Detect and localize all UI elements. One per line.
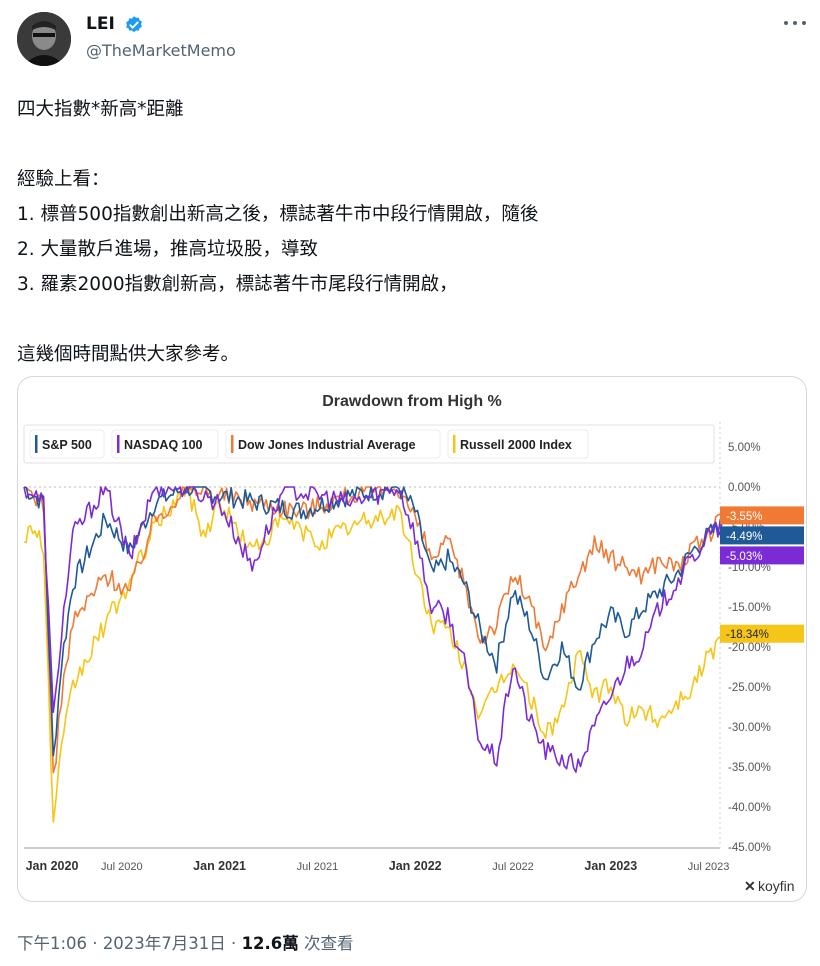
legend-label: NASDAQ 100	[124, 438, 203, 452]
end-value-tag	[720, 526, 804, 545]
y-tick-label: 0.00%	[728, 482, 761, 494]
view-count-label: 次查看	[298, 934, 354, 953]
legend-swatch	[453, 435, 456, 453]
tweet-line: 經驗上看：	[17, 169, 110, 190]
series-line	[23, 486, 726, 823]
y-tick-label: -45.00%	[728, 842, 771, 854]
end-value-label: -3.55%	[726, 511, 762, 523]
y-tick-label: -30.00%	[728, 722, 771, 734]
series-line	[23, 486, 726, 773]
chart-image-card[interactable]: Drawdown from High % 5.00%0.00%-5.00%-10…	[17, 376, 807, 902]
tweet-date[interactable]: 2023年7月31日	[102, 934, 226, 953]
x-tick-label: Jul 2023	[688, 861, 730, 873]
legend-swatch	[117, 435, 120, 453]
series-line	[23, 486, 726, 774]
legend-label: Russell 2000 Index	[460, 438, 572, 452]
y-tick-label: -15.00%	[728, 602, 771, 614]
legend-item[interactable]	[447, 429, 589, 459]
author-name[interactable]: LEI	[86, 14, 115, 34]
end-value-label: -4.49%	[726, 531, 762, 543]
end-value-tag	[720, 546, 804, 565]
drawdown-chart: Drawdown from High % 5.00%0.00%-5.00%-10…	[23, 393, 804, 894]
tweet-line: 四大指數*新高*距離	[17, 99, 184, 120]
y-tick-label: 5.00%	[728, 442, 761, 454]
x-tick-label: Jan 2023	[584, 859, 637, 873]
end-value-label: -18.34%	[726, 629, 769, 641]
author-handle[interactable]: @TheMarketMemo	[86, 41, 236, 60]
y-tick-label: -25.00%	[728, 682, 771, 694]
more-options-icon[interactable]	[782, 16, 808, 30]
tweet-text: 四大指數*新高*距離 經驗上看： 1. 標普500指數創出新高之後，標誌著牛市中…	[17, 92, 797, 372]
legend-item[interactable]	[111, 429, 219, 459]
x-tick-label: Jul 2020	[101, 861, 143, 873]
legend-label: Dow Jones Industrial Average	[238, 438, 416, 452]
y-tick-label: -35.00%	[728, 762, 771, 774]
x-tick-label: Jan 2021	[193, 859, 246, 873]
avatar[interactable]	[17, 12, 71, 66]
koyfin-wordmark: koyfin	[758, 878, 795, 894]
y-tick-label: -40.00%	[728, 802, 771, 814]
series-line	[23, 486, 726, 757]
tweet-line	[17, 127, 797, 162]
koyfin-mark-icon: ✕	[744, 878, 756, 894]
meta-separator: ·	[87, 934, 103, 953]
y-tick-label: -20.00%	[728, 642, 771, 654]
tweet-meta: 下午1:06 · 2023年7月31日 · 12.6萬 次查看	[17, 930, 354, 954]
legend-swatch	[35, 435, 38, 453]
x-tick-label: Jul 2022	[492, 861, 534, 873]
end-value-label: -5.03%	[726, 551, 762, 563]
legend-item[interactable]	[29, 429, 105, 459]
tweet-line: 這幾個時間點供大家參考。	[17, 344, 240, 365]
legend-swatch	[231, 435, 234, 453]
end-value-tag	[720, 506, 804, 525]
x-tick-label: Jul 2021	[297, 861, 339, 873]
legend-label: S&P 500	[42, 438, 92, 452]
koyfin-logo: ✕ koyfin	[744, 878, 795, 894]
view-count: 12.6萬	[241, 934, 299, 953]
y-tick-label: -10.00%	[728, 562, 771, 574]
tweet-line: 3. 羅素2000指數創新高，標誌著牛市尾段行情開啟，	[17, 274, 458, 295]
tweet-line	[17, 302, 797, 337]
end-value-tag	[720, 624, 804, 643]
legend-item[interactable]	[225, 429, 441, 459]
verified-badge-icon	[126, 16, 142, 33]
avatar-portrait-icon	[17, 12, 71, 66]
tweet-time[interactable]: 下午1:06	[17, 934, 88, 953]
tweet-line: 1. 標普500指數創出新高之後，標誌著牛市中段行情開啟，隨後	[17, 204, 539, 225]
x-tick-label: Jan 2022	[389, 859, 442, 873]
meta-separator: ·	[225, 934, 242, 953]
chart-title: Drawdown from High %	[322, 393, 502, 410]
x-tick-label: Jan 2020	[26, 859, 79, 873]
tweet-line: 2. 大量散戶進場，推高垃圾股，導致	[17, 239, 319, 260]
